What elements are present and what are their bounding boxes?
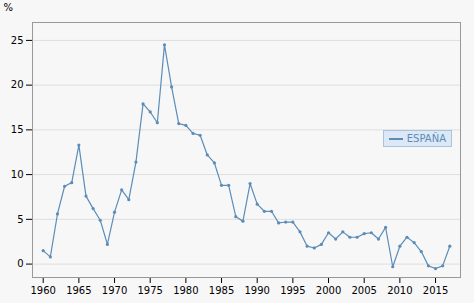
svg-text:1965: 1965: [66, 285, 91, 296]
svg-text:1980: 1980: [173, 285, 198, 296]
svg-text:2015: 2015: [423, 285, 448, 296]
svg-text:2010: 2010: [387, 285, 412, 296]
svg-text:15: 15: [11, 124, 24, 135]
svg-text:%: %: [4, 2, 14, 13]
html-text:ESPAÑA: ESPAÑA: [406, 133, 446, 144]
svg-text:1960: 1960: [30, 285, 55, 296]
svg-text:20: 20: [11, 79, 24, 90]
svg-text:5: 5: [17, 214, 23, 225]
svg-text:1995: 1995: [280, 285, 305, 296]
svg-text:2005: 2005: [351, 285, 376, 296]
svg-text:25: 25: [11, 35, 24, 46]
svg-text:1975: 1975: [137, 285, 162, 296]
svg-text:1970: 1970: [102, 285, 127, 296]
svg-text:1985: 1985: [209, 285, 234, 296]
svg-text:0: 0: [17, 258, 23, 269]
svg-text:2000: 2000: [316, 285, 341, 296]
svg-text:10: 10: [11, 169, 24, 180]
svg-text:1990: 1990: [244, 285, 269, 296]
